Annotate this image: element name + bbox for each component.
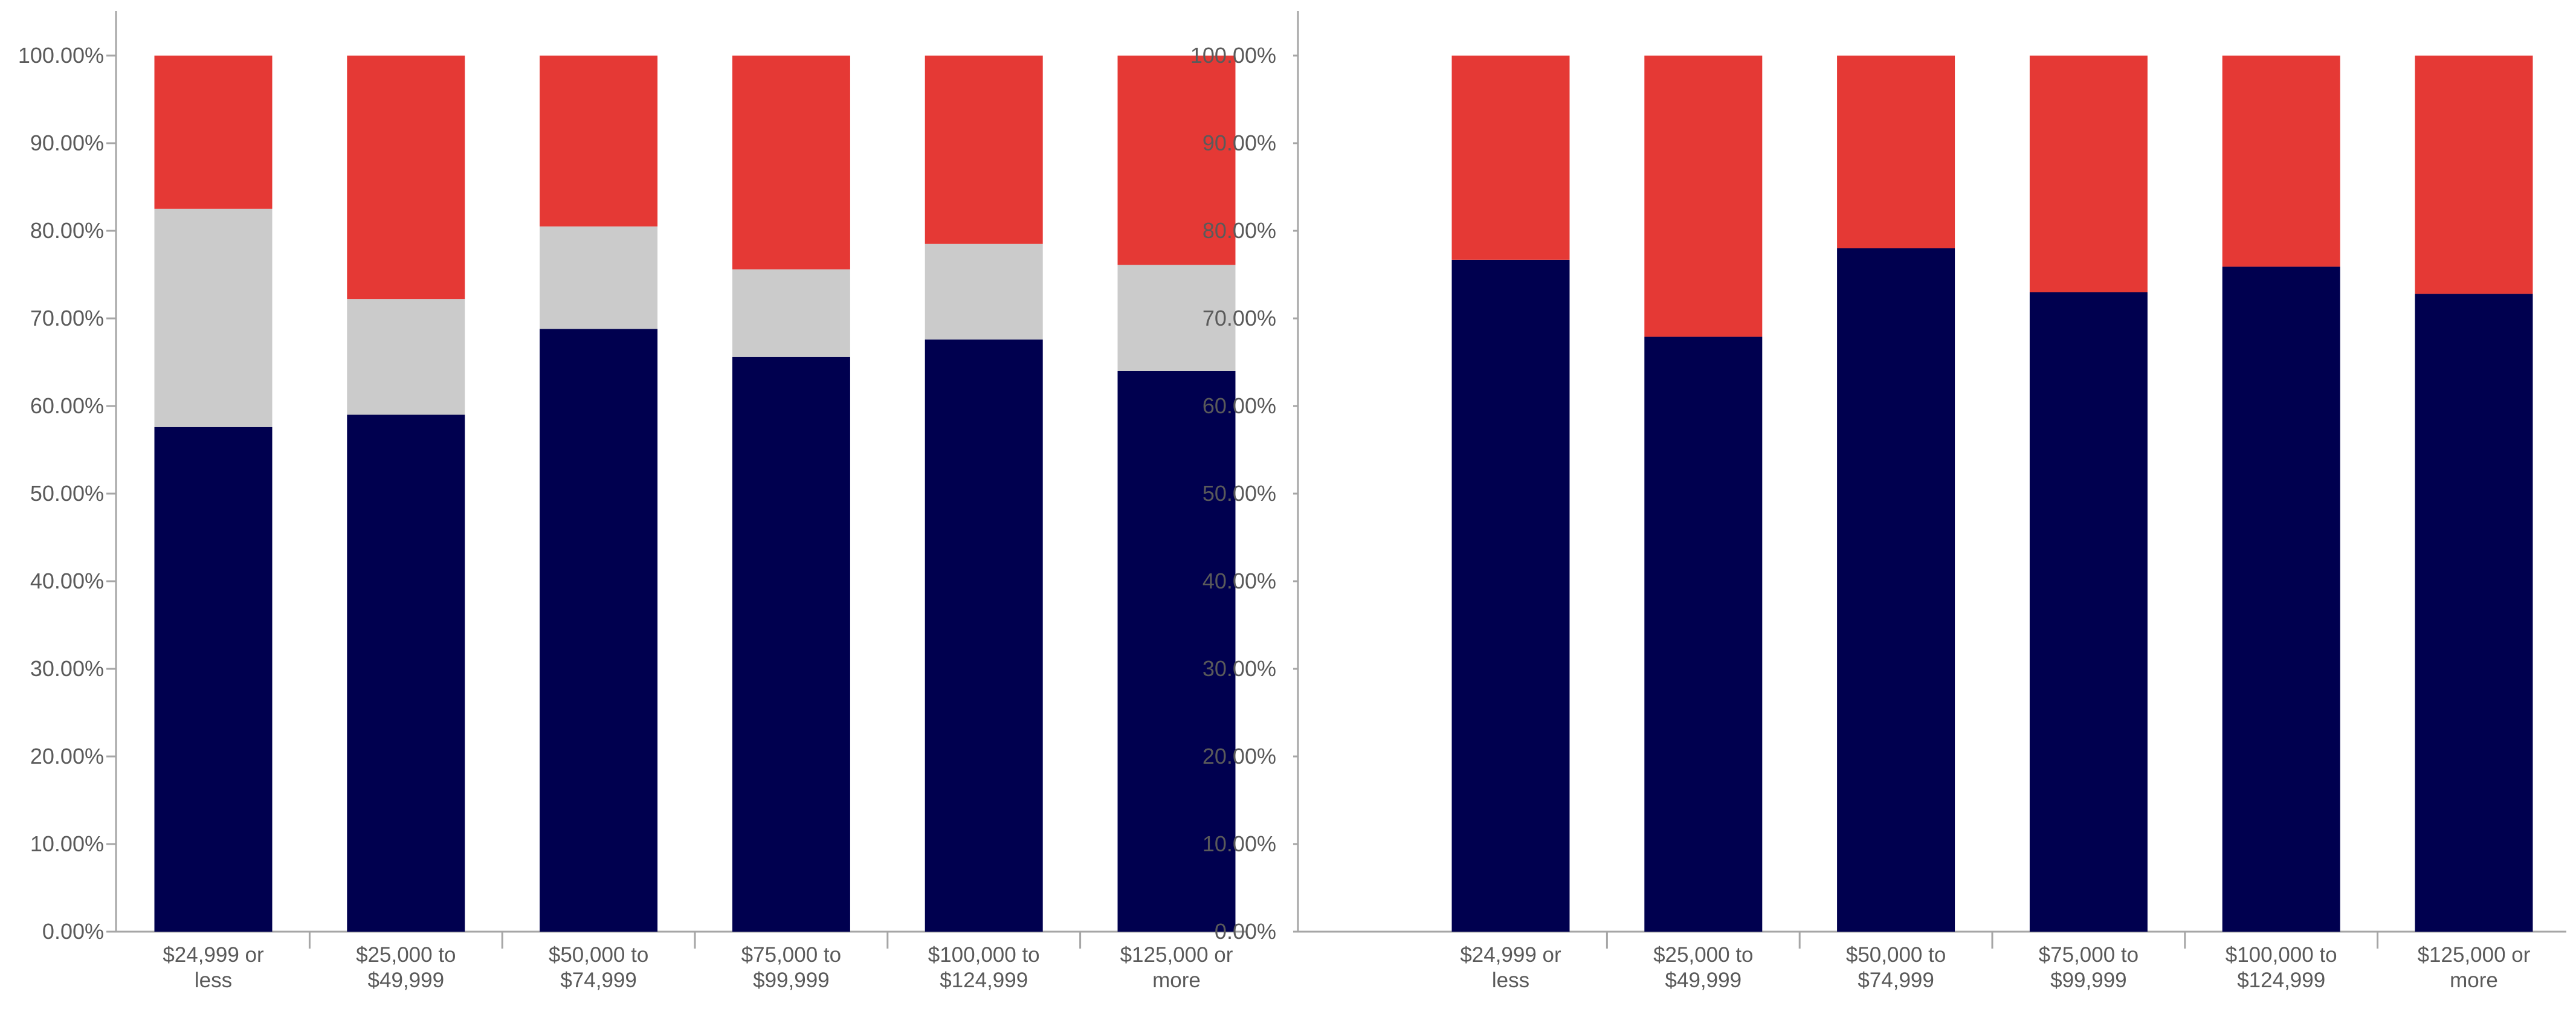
x-tick-label: $50,000 to $74,999 — [1846, 943, 1946, 992]
x-tick-label: $75,000 to $99,999 — [2039, 943, 2139, 992]
bar-segment-series-2 — [347, 299, 465, 415]
x-tick-label-line: $75,000 to — [2039, 943, 2139, 967]
y-tick-label: 40.00% — [30, 569, 104, 593]
x-tick-label-line: $125,000 or — [1120, 943, 1233, 967]
x-tick-label: $100,000 to $124,999 — [928, 943, 1040, 992]
x-tick-label: $24,999 or less — [1460, 943, 1561, 992]
right-chart-svg: $24,999 or less $25,000 to $49,999 $50,000 t… — [1293, 11, 2566, 992]
right-chart: $24,999 or less $25,000 to $49,999 $50,000 t… — [1293, 0, 2576, 1009]
y-tick-label: 70.00% — [1202, 306, 1276, 330]
x-tick-label-line: $50,000 to — [549, 943, 648, 967]
x-tick-label-line: $74,999 — [560, 969, 637, 992]
y-tick-label: 80.00% — [30, 218, 104, 243]
bar-segment-series-3 — [540, 56, 658, 227]
y-tick-label: 30.00% — [30, 656, 104, 681]
x-tick-label-line: more — [1152, 969, 1201, 992]
y-tick-label: 20.00% — [1202, 744, 1276, 769]
bar-segment-series-1 — [1644, 337, 1763, 932]
y-tick-label: 90.00% — [1202, 131, 1276, 155]
bar-segment-series-1 — [925, 339, 1043, 932]
x-tick-label-line: $100,000 to — [2226, 943, 2337, 967]
y-tick-label: 100.00% — [1190, 43, 1276, 68]
x-tick-label-line: $49,999 — [368, 969, 445, 992]
x-tick-label-line: $49,999 — [1665, 969, 1742, 992]
y-tick-label: 40.00% — [1202, 569, 1276, 593]
x-tick-label-line: $124,999 — [2237, 969, 2325, 992]
bar-segment-series-3 — [1451, 56, 1570, 260]
y-tick-label: 0.00% — [1215, 919, 1276, 944]
x-tick-label-line: $24,999 or — [163, 943, 264, 967]
x-tick-label: $100,000 to $124,999 — [2226, 943, 2337, 992]
bar-segment-series-3 — [2029, 56, 2148, 292]
bar-segment-series-3 — [1117, 56, 1236, 265]
x-tick-label: $25,000 to $49,999 — [356, 943, 456, 992]
left-chart: 0.00% 10.00% 20.00% 30.00% 40.00% 50.00% 60.00… — [18, 11, 1276, 992]
y-tick-label: 20.00% — [30, 744, 104, 769]
y-tick-label: 10.00% — [30, 831, 104, 856]
bar-segment-series-1 — [2029, 292, 2148, 932]
bar-segment-series-3 — [2222, 56, 2340, 267]
y-tick-label: 80.00% — [1202, 218, 1276, 243]
x-tick-label: $125,000 or more — [2418, 943, 2531, 992]
y-tick-label: 60.00% — [30, 393, 104, 418]
x-tick-label-line: $75,000 to — [741, 943, 841, 967]
bar-segment-series-1 — [1837, 248, 1955, 932]
y-tick-label: 10.00% — [1202, 831, 1276, 856]
y-tick-label: 70.00% — [30, 306, 104, 330]
x-tick-label-line: less — [195, 969, 232, 992]
y-tick-label: 100.00% — [18, 43, 104, 68]
y-tick-label: 50.00% — [1202, 481, 1276, 506]
y-tick-label: 30.00% — [1202, 656, 1276, 681]
bar-segment-series-1 — [154, 427, 273, 932]
x-tick-label: $125,000 or more — [1120, 943, 1233, 992]
x-tick-label: $75,000 to $99,999 — [741, 943, 841, 992]
y-tick-label: 90.00% — [30, 131, 104, 155]
bar-segment-series-3 — [1837, 56, 1955, 248]
bar-segment-series-1 — [1451, 259, 1570, 932]
bar-segment-series-3 — [2415, 56, 2533, 294]
bar-segment-series-1 — [540, 329, 658, 932]
bar-segment-series-3 — [347, 56, 465, 300]
x-tick-label-line: $124,999 — [940, 969, 1028, 992]
x-tick-label-line: $99,999 — [2050, 969, 2127, 992]
left-chart-svg: 0.00% 10.00% 20.00% 30.00% 40.00% 50.00% 60.00… — [18, 11, 1276, 992]
x-tick-label-line: $99,999 — [753, 969, 830, 992]
bar-segment-series-1 — [2222, 266, 2340, 932]
y-tick-label: 0.00% — [42, 919, 104, 944]
x-tick-label-line: $125,000 or — [2418, 943, 2531, 967]
x-tick-label-line: $25,000 to — [356, 943, 456, 967]
bar-segment-series-3 — [732, 56, 850, 269]
x-tick-label: $25,000 to $49,999 — [1653, 943, 1753, 992]
x-tick-label-line: $100,000 to — [928, 943, 1040, 967]
bar-segment-series-3 — [925, 56, 1043, 244]
x-tick-label-line: more — [2450, 969, 2498, 992]
x-tick-label: $24,999 or less — [163, 943, 264, 992]
x-tick-label-line: less — [1492, 969, 1529, 992]
bar-segment-series-3 — [1644, 56, 1763, 337]
x-tick-label: $50,000 to $74,999 — [549, 943, 648, 992]
bar-segment-series-2 — [154, 208, 273, 427]
x-tick-label-line: $74,999 — [1858, 969, 1934, 992]
bar-segment-series-1 — [1117, 371, 1236, 932]
right-chart-body: $24,999 or less $25,000 to $49,999 $50,000 t… — [1293, 11, 2566, 992]
x-tick-label-line: $25,000 to — [1653, 943, 1753, 967]
bar-segment-series-2 — [1117, 265, 1236, 371]
x-tick-label-line: $24,999 or — [1460, 943, 1561, 967]
y-tick-label: 60.00% — [1202, 393, 1276, 418]
bar-segment-series-3 — [154, 56, 273, 209]
x-tick-label-line: $50,000 to — [1846, 943, 1946, 967]
bar-segment-series-2 — [540, 226, 658, 329]
y-tick-label: 50.00% — [30, 481, 104, 506]
bar-segment-series-2 — [925, 243, 1043, 340]
bar-segment-series-1 — [2415, 294, 2533, 932]
bar-segment-series-1 — [732, 356, 850, 932]
bar-segment-series-1 — [347, 414, 465, 932]
bar-segment-series-2 — [732, 269, 850, 357]
